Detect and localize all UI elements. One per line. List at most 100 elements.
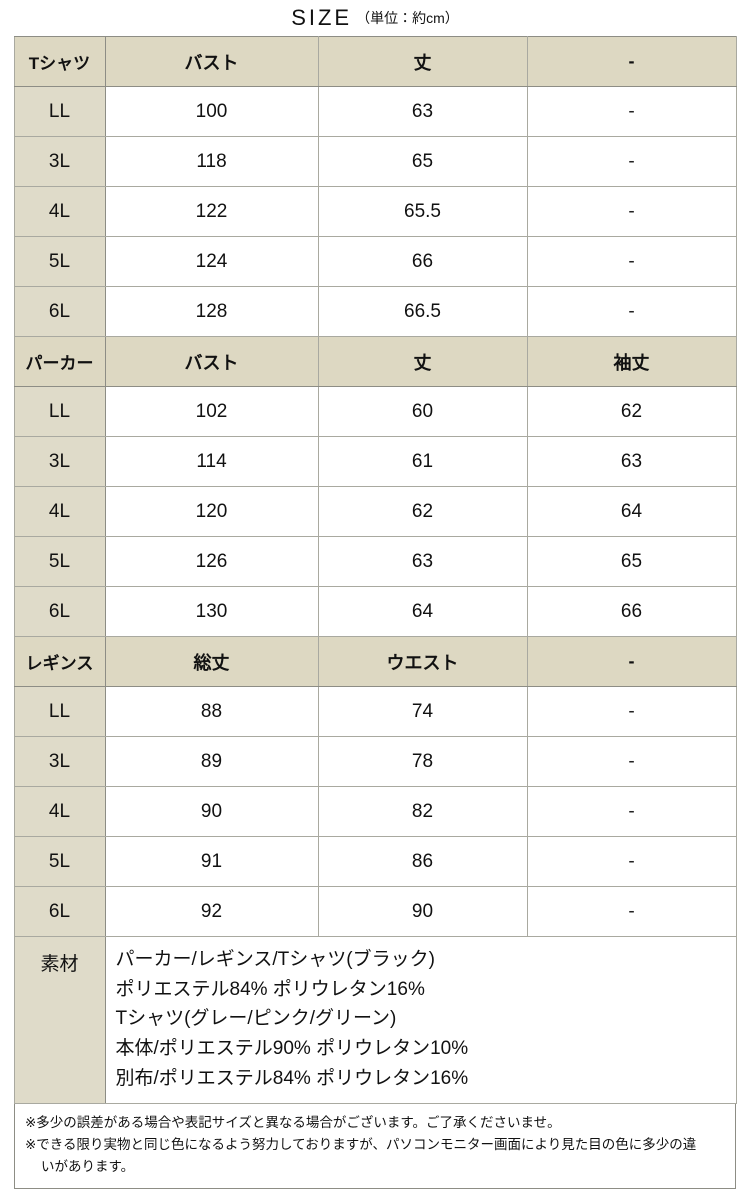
size-label: 6L (13, 286, 106, 337)
section-header-parka: パーカー バスト 丈 袖丈 (13, 336, 737, 387)
cell-value: 88 (104, 686, 319, 737)
cell-value: 86 (317, 836, 528, 887)
material-line: ポリエステル84% ポリウレタン16% (115, 978, 425, 1000)
cell-value: - (526, 186, 737, 237)
size-label: 3L (13, 736, 106, 787)
table-row: 6L 92 90 - (13, 886, 737, 937)
note-line-2: ※できる限り実物と同じ色になるよう努力しておりますが、パソコンモニター画面により… (25, 1136, 697, 1152)
material-row: 素材 パーカー/レギンス/Tシャツ(ブラック) ポリエステル84% ポリウレタン… (13, 935, 737, 1105)
table-row: LL 102 60 62 (13, 386, 737, 437)
cell-value: 61 (317, 436, 528, 487)
section-header-col2-tshirt: 丈 (317, 36, 528, 87)
section-header-col1-parka: バスト (104, 336, 319, 387)
cell-value: 78 (317, 736, 528, 787)
cell-value: 65.5 (317, 186, 528, 237)
size-label: 5L (13, 836, 106, 887)
cell-value: 62 (317, 486, 528, 537)
size-label: 5L (13, 236, 106, 287)
size-label: 5L (13, 536, 106, 587)
size-label: LL (13, 386, 106, 437)
cell-value: 65 (526, 536, 737, 587)
cell-value: 92 (104, 886, 319, 937)
material-line: 別布/ポリエステル84% ポリウレタン16% (115, 1067, 469, 1089)
cell-value: - (526, 236, 737, 287)
cell-value: - (526, 736, 737, 787)
section-header-col3-leggings: - (526, 636, 737, 687)
material-content: パーカー/レギンス/Tシャツ(ブラック) ポリエステル84% ポリウレタン16%… (104, 935, 737, 1105)
section-header-tshirt: Tシャツ バスト 丈 - (13, 36, 737, 87)
section-header-col2-leggings: ウエスト (317, 636, 528, 687)
table-row: 6L 128 66.5 - (13, 286, 737, 337)
cell-value: 124 (104, 236, 319, 287)
cell-value: 122 (104, 186, 319, 237)
size-table: Tシャツ バスト 丈 - LL 100 63 - 3L 118 65 - 4L … (13, 36, 737, 1105)
cell-value: 90 (104, 786, 319, 837)
cell-value: - (526, 886, 737, 937)
material-line: 本体/ポリエステル90% ポリウレタン10% (115, 1037, 469, 1059)
cell-value: - (526, 136, 737, 187)
footer-notes: ※多少の誤差がある場合や表記サイズと異なる場合がございます。ご了承くださいませ。… (14, 1104, 736, 1189)
section-header-col1-leggings: 総丈 (104, 636, 319, 687)
cell-value: 128 (104, 286, 319, 337)
cell-value: 62 (526, 386, 737, 437)
cell-value: 89 (104, 736, 319, 787)
section-header-label-tshirt: Tシャツ (13, 36, 106, 87)
cell-value: 63 (317, 86, 528, 137)
note-line-1: ※多少の誤差がある場合や表記サイズと異なる場合がございます。ご了承くださいませ。 (25, 1115, 561, 1131)
cell-value: 64 (526, 486, 737, 537)
size-label: 6L (13, 886, 106, 937)
page-title: SIZE （単位：約cm） (0, 0, 750, 36)
size-label: 3L (13, 136, 106, 187)
table-row: 5L 124 66 - (13, 236, 737, 287)
cell-value: 60 (317, 386, 528, 437)
table-row: 3L 118 65 - (13, 136, 737, 187)
size-label: LL (13, 86, 106, 137)
cell-value: 100 (104, 86, 319, 137)
table-row: 4L 120 62 64 (13, 486, 737, 537)
cell-value: - (526, 286, 737, 337)
cell-value: 91 (104, 836, 319, 887)
section-header-label-leggings: レギンス (13, 636, 106, 687)
cell-value: 90 (317, 886, 528, 937)
cell-value: - (526, 786, 737, 837)
section-header-leggings: レギンス 総丈 ウエスト - (13, 636, 737, 687)
note-line-2-continuation: いがあります。 (41, 1158, 135, 1174)
section-header-col2-parka: 丈 (317, 336, 528, 387)
cell-value: 66.5 (317, 286, 528, 337)
cell-value: 126 (104, 536, 319, 587)
cell-value: 63 (526, 436, 737, 487)
section-header-label-parka: パーカー (13, 336, 106, 387)
size-label: 4L (13, 186, 106, 237)
cell-value: 74 (317, 686, 528, 737)
title-unit-note: （単位：約cm） (356, 10, 459, 26)
cell-value: - (526, 686, 737, 737)
cell-value: 118 (104, 136, 319, 187)
table-row: 6L 130 64 66 (13, 586, 737, 637)
cell-value: 114 (104, 436, 319, 487)
cell-value: 66 (317, 236, 528, 287)
table-row: 5L 126 63 65 (13, 536, 737, 587)
section-header-col3-parka: 袖丈 (526, 336, 737, 387)
table-row: 5L 91 86 - (13, 836, 737, 887)
table-row: LL 88 74 - (13, 686, 737, 737)
material-line: パーカー/レギンス/Tシャツ(ブラック) (115, 949, 435, 970)
title-main-text: SIZE (291, 5, 353, 30)
material-label: 素材 (13, 935, 106, 1105)
cell-value: 130 (104, 586, 319, 637)
cell-value: - (526, 86, 737, 137)
cell-value: 102 (104, 386, 319, 437)
section-header-col1-tshirt: バスト (104, 36, 319, 87)
cell-value: 66 (526, 586, 737, 637)
size-label: 4L (13, 486, 106, 537)
table-row: 4L 90 82 - (13, 786, 737, 837)
section-header-col3-tshirt: - (526, 36, 737, 87)
cell-value: - (526, 836, 737, 887)
material-line: Tシャツ(グレー/ピンク/グリーン) (115, 1008, 397, 1030)
cell-value: 64 (317, 586, 528, 637)
table-row: LL 100 63 - (13, 86, 737, 137)
table-row: 3L 89 78 - (13, 736, 737, 787)
cell-value: 63 (317, 536, 528, 587)
size-label: LL (13, 686, 106, 737)
cell-value: 120 (104, 486, 319, 537)
